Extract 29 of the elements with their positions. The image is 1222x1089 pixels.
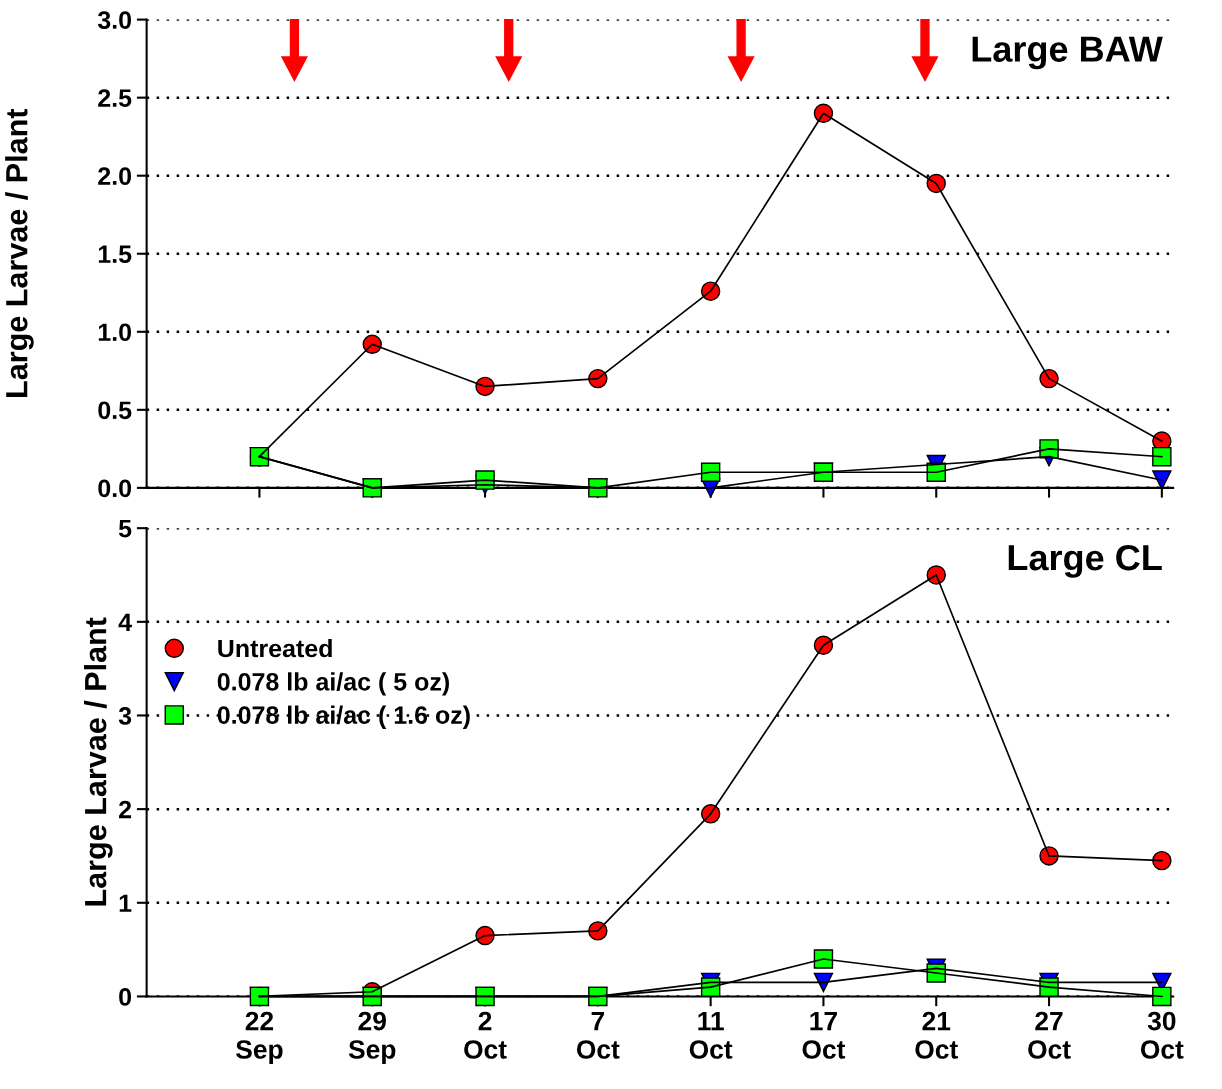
x-tick-label: 27 Oct bbox=[1028, 1011, 1071, 1059]
y-tick-label: 0 bbox=[119, 988, 132, 1006]
y-tick-label: 1.0 bbox=[98, 323, 132, 342]
y-tick-label: 1.5 bbox=[98, 245, 132, 264]
chart-title: Large CL bbox=[1008, 544, 1162, 578]
x-tick-label: 30 Oct bbox=[1140, 1011, 1184, 1059]
legend-label: Untreated bbox=[218, 638, 332, 658]
legend-label: 0.078 lb ai/ac ( 1.6 oz) bbox=[217, 705, 470, 729]
legend-label: 0.078 lb ai/ac ( 5 oz) bbox=[217, 672, 449, 696]
y-tick-label: 2 bbox=[119, 800, 132, 819]
y-tick-label: 2.0 bbox=[98, 167, 132, 185]
x-tick-label: 7 Oct bbox=[576, 1011, 620, 1059]
x-tick-label: 22 Sep bbox=[236, 1011, 283, 1065]
y-tick-label: 0.0 bbox=[98, 479, 132, 498]
x-tick-label: 29 Sep bbox=[348, 1011, 396, 1065]
chart-title: Large BAW bbox=[972, 36, 1163, 70]
y-tick-label: 1 bbox=[119, 894, 132, 912]
y-tick-label: 3.0 bbox=[97, 11, 132, 29]
y-tick-label: 0.5 bbox=[98, 401, 132, 420]
y-tick-label: 2.5 bbox=[98, 89, 132, 107]
x-tick-label: 21 Oct bbox=[915, 1011, 958, 1059]
x-tick-label: 17 Oct bbox=[802, 1011, 846, 1059]
y-tick-label: 3 bbox=[118, 707, 132, 725]
x-tick-label: 2 Oct bbox=[464, 1011, 507, 1059]
y-tick-label: 5 bbox=[118, 520, 132, 538]
y-axis-title: Large Larvae / Plant bbox=[5, 108, 34, 397]
x-tick-label: 11 Oct bbox=[689, 1011, 733, 1059]
y-tick-label: 4 bbox=[118, 613, 132, 631]
y-axis-title: Large Larvae / Plant bbox=[83, 617, 113, 906]
